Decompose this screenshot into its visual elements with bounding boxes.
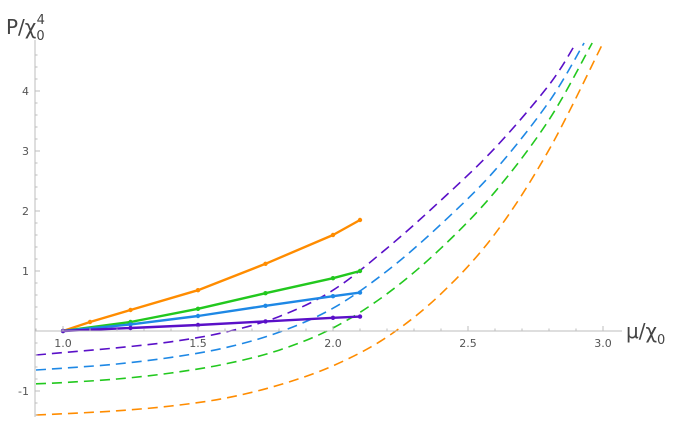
y-axis-label-text: P/χ: [6, 15, 36, 39]
series-1-point-4: [330, 276, 336, 281]
series-0-point-3: [195, 288, 201, 293]
y-tick-label-1: 1: [22, 265, 29, 278]
y-tick-label-4: 4: [22, 85, 29, 98]
series-3-point-5: [357, 314, 363, 319]
x-axis-label-text: μ/χ: [626, 319, 657, 343]
x-axis-label: μ/χ0: [626, 319, 665, 348]
series-4-dashed-line: [35, 42, 577, 356]
series-3-point-3: [263, 319, 268, 324]
series-layer: [35, 42, 604, 416]
x-tick-label-2: 2.0: [324, 337, 342, 350]
x-tick-label-4: 3.0: [594, 337, 612, 350]
x-tick-label-3: 2.5: [459, 337, 477, 350]
series-0-point-2: [128, 307, 133, 313]
series-3-solid-line: [62, 315, 361, 333]
series-0-point-6: [357, 217, 363, 223]
series-2-point-5: [357, 290, 363, 295]
series-1-point-3: [263, 291, 268, 296]
series-1-point-5: [357, 268, 363, 274]
series-3-point-1: [128, 325, 133, 331]
x-tick-label-0: 1.0: [54, 337, 72, 350]
series-2-solid-line: [62, 291, 361, 333]
series-0-point-5: [330, 232, 336, 238]
series-5-dashed-line: [35, 42, 585, 371]
series-3-point-4: [330, 315, 336, 320]
series-2-point-2: [195, 313, 201, 319]
y-axis-label: P/χ04: [6, 13, 45, 44]
series-1-solid-line: [62, 269, 361, 333]
series-3-point-2: [195, 322, 201, 328]
y-tick-label-3: 3: [22, 145, 29, 158]
series-1-point-2: [195, 306, 201, 311]
y-tick-label-2: 2: [22, 205, 29, 218]
series-2-point-4: [330, 294, 336, 299]
y-axis-label-sup: 4: [37, 13, 45, 28]
series-0-point-4: [263, 261, 268, 266]
y-axis-label-sub: 0: [36, 29, 44, 44]
series-2-point-3: [263, 303, 268, 308]
x-tick-label-1: 1.5: [189, 337, 207, 350]
series-2-point-1: [128, 322, 133, 327]
y-tick-label-0: -1: [18, 385, 29, 398]
ticks-layer: 1.0 1.5 2.0 2.5 3.0 -1 1 2 3 4: [18, 54, 612, 416]
series-0-point-1: [87, 319, 93, 325]
x-axis-label-sub: 0: [657, 333, 665, 348]
series-6-dashed-line: [35, 42, 593, 385]
series-7-dashed-line: [35, 42, 604, 416]
